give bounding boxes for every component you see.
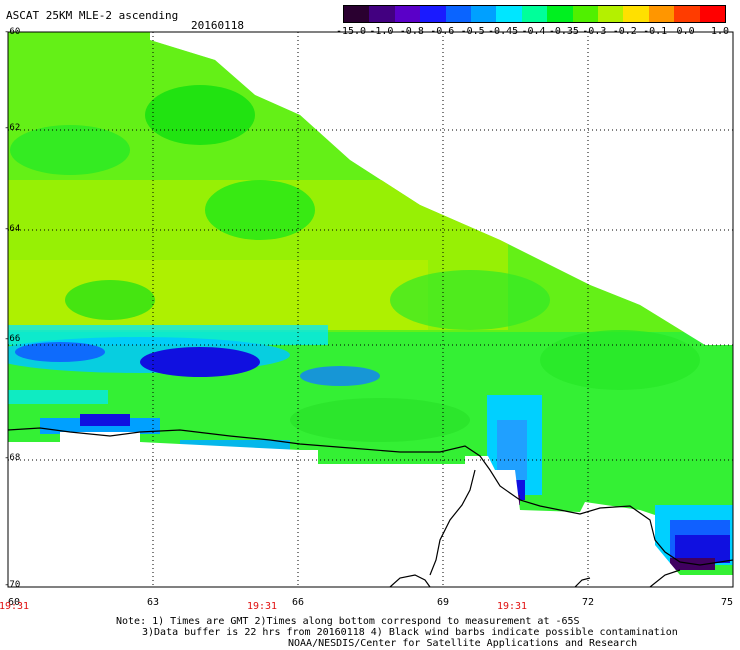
colorbar [343,5,726,23]
time-label: 19:31 [496,601,528,612]
lon-label: 63 [146,597,160,608]
colorbar-swatch [394,6,421,22]
coastline [8,427,733,587]
time-label: 19:31 [246,601,278,612]
lon-label: 72 [581,597,595,608]
chart-title: ASCAT 25KM MLE-2 ascending [6,9,179,22]
colorbar-swatch [648,6,675,22]
lon-label: 75 [720,597,733,608]
note-line-3: NOAA/NESDIS/Center for Satellite Applica… [288,638,638,649]
lat-label: -62 [4,123,21,133]
colorbar-swatch [547,6,573,22]
time-label: 19:31 [0,601,30,612]
note-line-1: Note: 1) Times are GMT 2)Times along bot… [116,616,580,627]
lon-label: 60 [8,597,21,608]
lon-label: 66 [291,597,305,608]
colorbar-swatch [369,6,395,22]
lat-label: -66 [4,334,21,344]
colorbar-swatch [420,6,446,22]
graticule [8,32,733,587]
lat-label: -60 [4,27,21,37]
lat-label: -70 [4,580,21,590]
colorbar-swatch [572,6,599,22]
map-frame [7,31,734,588]
note-line-2: 3)Data buffer is 22 hrs from 20160118 4)… [142,627,678,638]
colorbar-swatch [598,6,624,22]
colorbar-swatch [344,6,370,22]
colorbar-swatch [521,6,548,22]
lat-label: -64 [4,224,21,234]
colorbar-swatch [445,6,472,22]
colorbar-swatch [471,6,497,22]
colorbar-swatch [674,6,700,22]
chart-date: 20160118 [191,19,244,32]
colorbar-swatch [623,6,649,22]
colorbar-swatch [699,6,726,22]
lon-label: 69 [436,597,450,608]
lat-label: -68 [4,453,21,463]
colorbar-swatch [496,6,522,22]
